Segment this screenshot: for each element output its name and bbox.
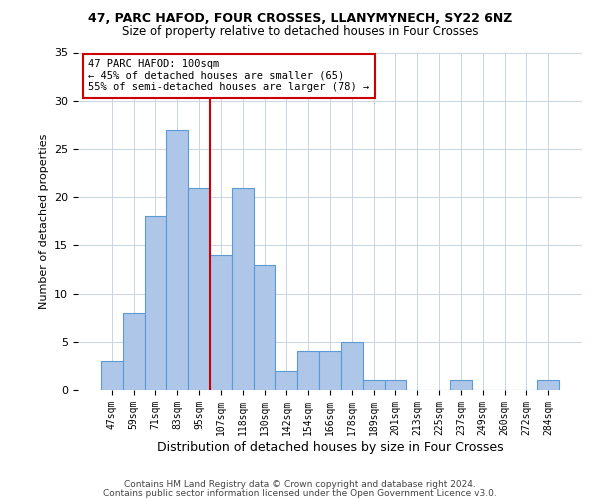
Bar [319,352,341,390]
Bar [341,342,363,390]
Bar [101,361,123,390]
Bar [297,352,319,390]
Bar [145,216,166,390]
Text: Contains public sector information licensed under the Open Government Licence v3: Contains public sector information licen… [103,489,497,498]
X-axis label: Distribution of detached houses by size in Four Crosses: Distribution of detached houses by size … [157,440,503,454]
Text: 47 PARC HAFOD: 100sqm
← 45% of detached houses are smaller (65)
55% of semi-deta: 47 PARC HAFOD: 100sqm ← 45% of detached … [88,59,370,92]
Bar [166,130,188,390]
Text: Size of property relative to detached houses in Four Crosses: Size of property relative to detached ho… [122,25,478,38]
Bar [210,255,232,390]
Bar [123,313,145,390]
Bar [254,264,275,390]
Bar [385,380,406,390]
Bar [363,380,385,390]
Bar [537,380,559,390]
Bar [188,188,210,390]
Text: 47, PARC HAFOD, FOUR CROSSES, LLANYMYNECH, SY22 6NZ: 47, PARC HAFOD, FOUR CROSSES, LLANYMYNEC… [88,12,512,26]
Y-axis label: Number of detached properties: Number of detached properties [38,134,49,309]
Bar [232,188,254,390]
Bar [450,380,472,390]
Bar [275,370,297,390]
Text: Contains HM Land Registry data © Crown copyright and database right 2024.: Contains HM Land Registry data © Crown c… [124,480,476,489]
